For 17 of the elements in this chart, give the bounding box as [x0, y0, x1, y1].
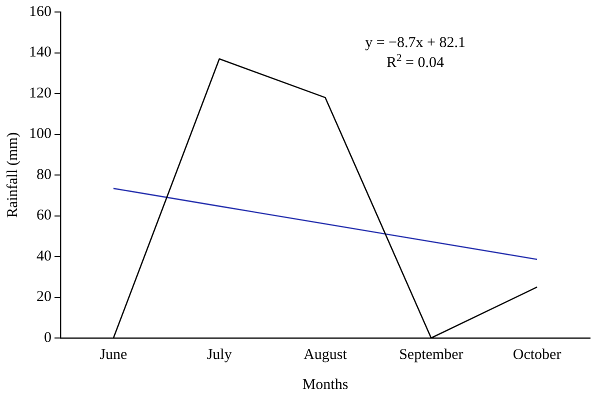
x-axis-title: Months [302, 376, 348, 393]
y-tick-label: 140 [29, 44, 52, 61]
x-tick-label: July [206, 346, 232, 363]
x-tick-label: September [399, 346, 464, 363]
y-tick-label: 0 [44, 330, 52, 346]
y-tick-label: 60 [36, 208, 52, 224]
y-tick-label: 160 [29, 4, 52, 20]
y-tick-label: 80 [36, 166, 52, 183]
x-tick-label: June [100, 346, 128, 363]
y-tick-label: 120 [29, 85, 52, 102]
y-tick-label: 40 [36, 248, 52, 264]
y-tick-label: 20 [36, 289, 52, 306]
x-tick-label: October [512, 346, 562, 363]
y-tick-label: 100 [29, 126, 52, 142]
y-axis-title: Rainfall (mm) [4, 132, 21, 218]
annotation: y = −8.7x + 82.1 [365, 35, 466, 51]
x-tick-label: August [304, 346, 348, 363]
